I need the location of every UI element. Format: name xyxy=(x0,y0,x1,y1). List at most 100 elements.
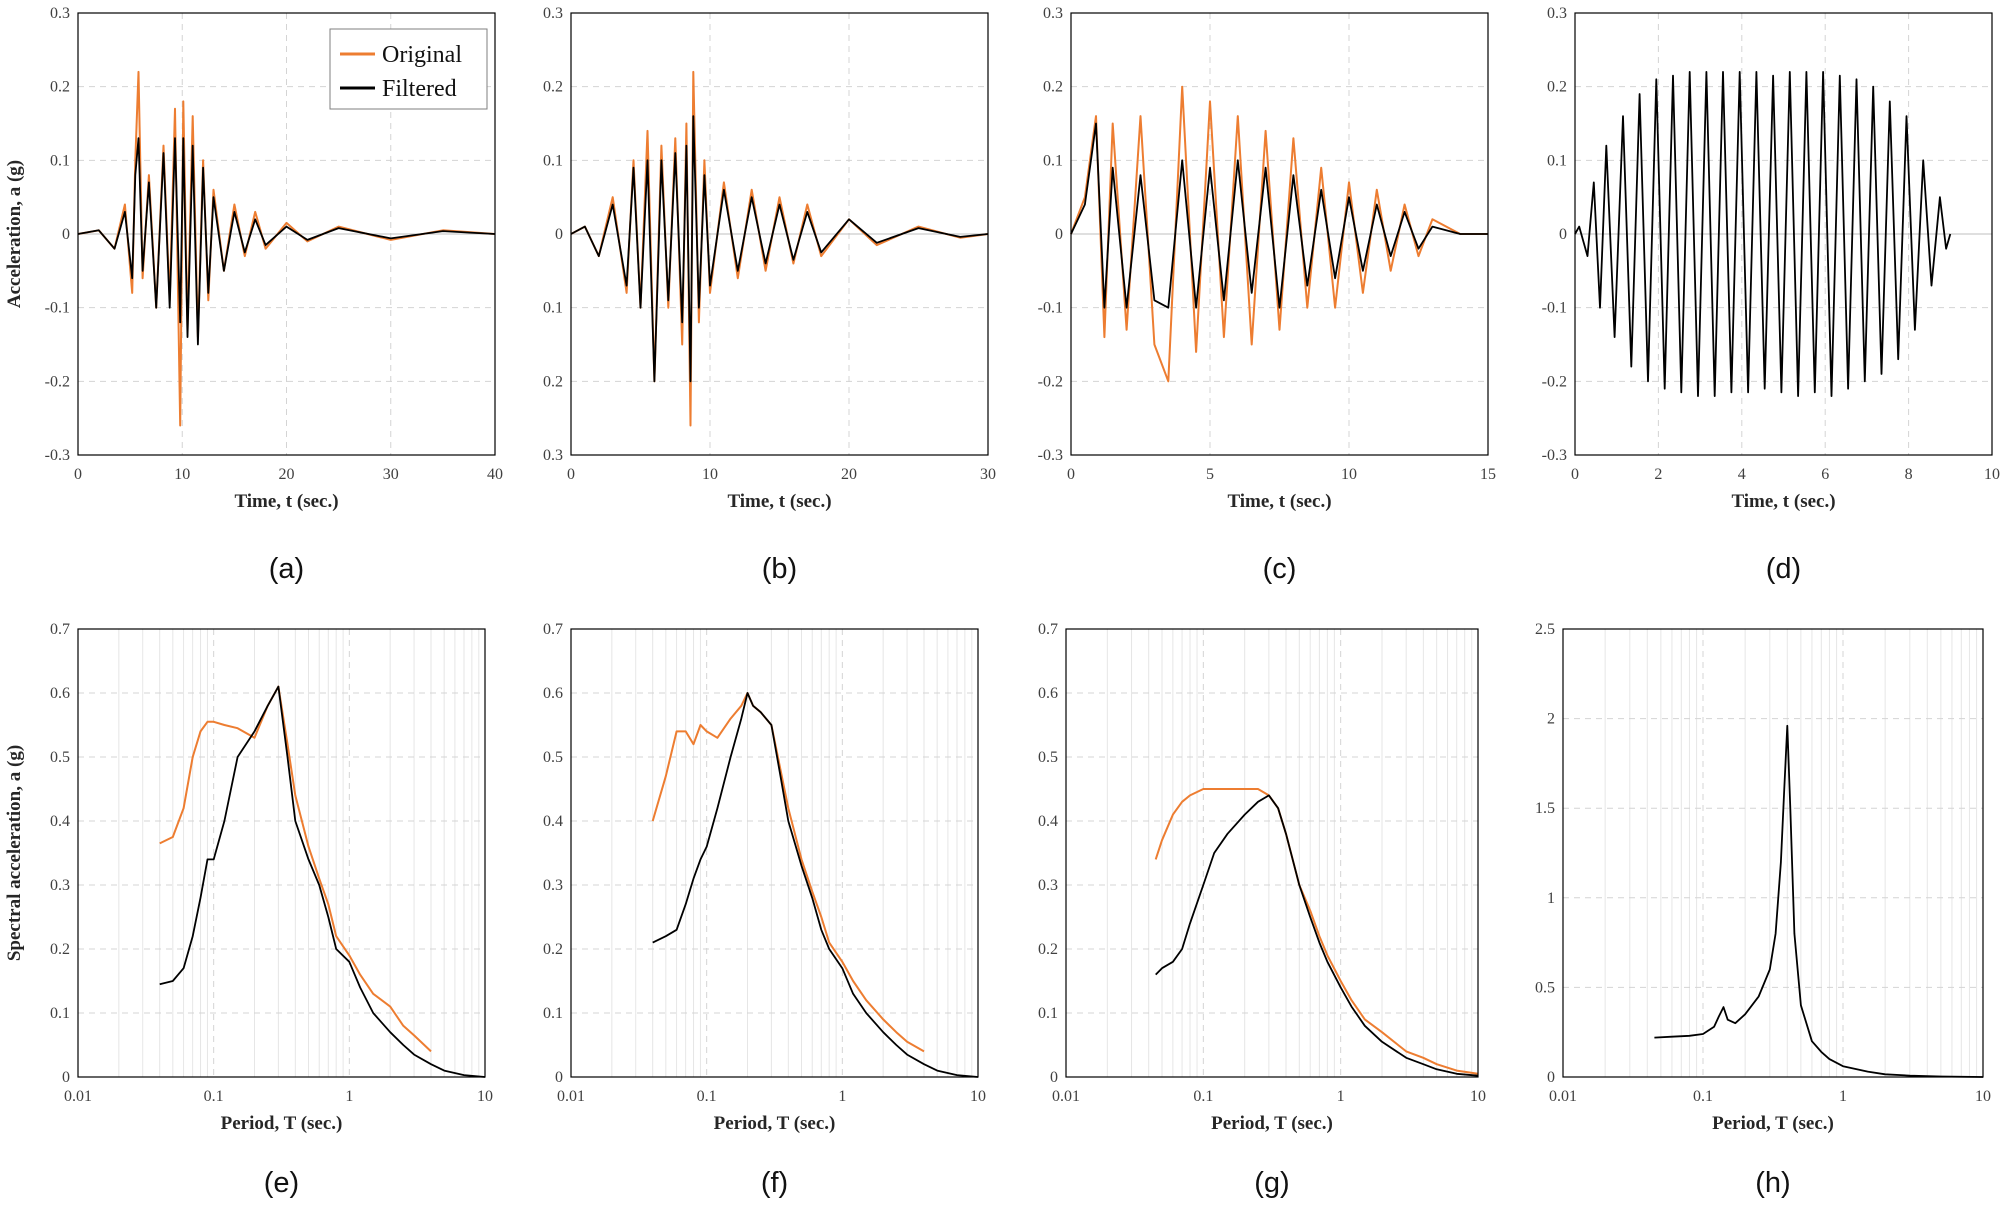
y-tick-label: 0.2 xyxy=(1038,941,1058,958)
legend-label-filtered: Filtered xyxy=(382,76,457,102)
legend-label-original: Original xyxy=(382,42,462,68)
plot-frame xyxy=(77,628,486,1078)
tick-labels: 0 0.1 0.2 0.3 0.4 0.5 0.6 0.7 0.01 0.1 1 10 xyxy=(50,621,493,1105)
y-tick-label: 0.2 xyxy=(543,79,563,96)
plot-frame xyxy=(1574,12,1993,456)
minor-gridlines xyxy=(118,629,480,1077)
plot-frame xyxy=(1562,628,1984,1078)
panel-caption: (f) xyxy=(761,1167,788,1199)
y-tick-label: 2 xyxy=(1547,711,1555,728)
x-tick-label: 0.1 xyxy=(1193,1088,1213,1105)
minor-gridlines xyxy=(611,629,973,1077)
y-tick-label: 0.7 xyxy=(50,621,70,638)
x-tick-label: 20 xyxy=(841,466,857,483)
series-line-filtered xyxy=(159,685,486,1078)
y-tick-label: 0.3 xyxy=(50,5,70,22)
gridlines xyxy=(78,629,485,1077)
x-axis-label: Time, t (sec.) xyxy=(1731,491,1835,512)
y-tick-label: 0.3 xyxy=(50,877,70,894)
y-tick-label: 2.5 xyxy=(1535,621,1555,638)
minor-gridlines xyxy=(1106,629,1473,1077)
series-line-filtered xyxy=(77,137,496,346)
x-tick-label: 10 xyxy=(1975,1088,1991,1105)
tick-labels: -0.3 -0.2 -0.1 0 0.1 0.2 0.3 0 5 10 15 xyxy=(1038,5,1496,483)
series-group xyxy=(1574,71,1952,398)
x-axis-label: Time, t (sec.) xyxy=(234,491,338,512)
x-tick-label: 5 xyxy=(1206,466,1214,483)
gridlines xyxy=(1066,629,1478,1077)
x-tick-label: 0 xyxy=(1571,466,1579,483)
x-tick-label: 30 xyxy=(980,466,996,483)
x-tick-label: 0.1 xyxy=(1693,1088,1713,1105)
x-tick-label: 4 xyxy=(1738,466,1746,483)
panel-e: 0 0.1 0.2 0.3 0.4 0.5 0.6 0.7 0.01 0.1 1 10 Period, … xyxy=(4,621,493,1199)
y-tick-label: 0.5 xyxy=(543,749,563,766)
panel-caption: (h) xyxy=(1755,1167,1790,1199)
x-axis-label: Period, T (sec.) xyxy=(1211,1113,1333,1134)
y-tick-label: -0.1 xyxy=(1542,300,1567,317)
y-axis-label: Acceleration, a (g) xyxy=(4,160,25,308)
series-line-filtered xyxy=(1070,122,1488,309)
panel-caption: (g) xyxy=(1254,1167,1289,1199)
y-tick-label: 0.6 xyxy=(1038,685,1058,702)
panel-caption: (e) xyxy=(264,1167,299,1199)
x-tick-label: 0.01 xyxy=(1549,1088,1577,1105)
series-line-filtered xyxy=(1654,724,1984,1078)
y-tick-label: 0.1 xyxy=(1043,152,1063,169)
y-tick-label: 0.1 xyxy=(543,300,563,317)
y-tick-label: 0.3 xyxy=(543,5,563,22)
panel-d: -0.3 -0.2 -0.1 0 0.1 0.2 0.3 0 2 4 6 8 10 Time, t (se… xyxy=(1542,5,2000,585)
plot-frame xyxy=(570,12,989,456)
gridlines xyxy=(571,629,978,1077)
y-tick-label: 0.1 xyxy=(543,152,563,169)
y-tick-label: 0 xyxy=(1050,1069,1058,1086)
y-tick-label: -0.3 xyxy=(1038,447,1063,464)
x-tick-label: 6 xyxy=(1821,466,1829,483)
y-tick-label: -0.1 xyxy=(1038,300,1063,317)
plot-frame xyxy=(77,12,496,456)
series-group xyxy=(159,685,486,1078)
panel-caption: (c) xyxy=(1263,553,1297,585)
series-line-original xyxy=(159,685,432,1053)
y-tick-label: 0.2 xyxy=(1547,79,1567,96)
y-tick-label: 1 xyxy=(1547,890,1555,907)
y-tick-label: 0.2 xyxy=(543,941,563,958)
series-line-filtered xyxy=(1574,71,1952,398)
panel-a: -0.3 -0.2 -0.1 0 0.1 0.2 0.3 0 10 20 30 40 Time, t (… xyxy=(4,5,503,585)
y-tick-label: 0.3 xyxy=(543,447,563,464)
y-tick-label: -0.2 xyxy=(1542,373,1567,390)
x-tick-label: 10 xyxy=(1470,1088,1486,1105)
panel-caption: (d) xyxy=(1766,553,1801,585)
series-line-filtered xyxy=(652,692,979,1078)
y-tick-label: 0.7 xyxy=(543,621,563,638)
panel-caption: (b) xyxy=(762,553,797,585)
y-tick-label: 0 xyxy=(1547,1069,1555,1086)
x-tick-label: 8 xyxy=(1905,466,1913,483)
y-tick-label: 0.1 xyxy=(50,1005,70,1022)
y-tick-label: 0.2 xyxy=(50,79,70,96)
tick-labels: -0.3 -0.2 -0.1 0 0.1 0.2 0.3 0 10 20 30 40 xyxy=(45,5,503,483)
panel-h: 0 0.5 1 1.5 2 2.5 0.01 0.1 1 10 Period, T (sec.) (h… xyxy=(1535,621,1991,1199)
y-tick-label: 0 xyxy=(1559,226,1567,243)
plot-frame xyxy=(1065,628,1479,1078)
x-tick-label: 0.1 xyxy=(204,1088,224,1105)
x-tick-label: 1 xyxy=(1337,1088,1345,1105)
x-axis-label: Time, t (sec.) xyxy=(727,491,831,512)
x-tick-label: 1 xyxy=(1839,1088,1847,1105)
y-tick-label: 0 xyxy=(555,1069,563,1086)
y-tick-label: 0.2 xyxy=(50,941,70,958)
y-tick-label: 0.4 xyxy=(50,813,70,830)
legend: Original Filtered xyxy=(329,28,488,110)
y-tick-label: 0 xyxy=(62,1069,70,1086)
y-tick-label: 0.1 xyxy=(1038,1005,1058,1022)
series-line-filtered xyxy=(1155,794,1479,1077)
y-tick-label: 0.6 xyxy=(543,685,563,702)
gridlines xyxy=(1563,629,1983,1077)
y-tick-label: 0.5 xyxy=(50,749,70,766)
y-tick-label: 0.1 xyxy=(543,1005,563,1022)
x-tick-label: 0.1 xyxy=(697,1088,717,1105)
series-group xyxy=(1070,85,1488,383)
x-tick-label: 0.01 xyxy=(64,1088,92,1105)
